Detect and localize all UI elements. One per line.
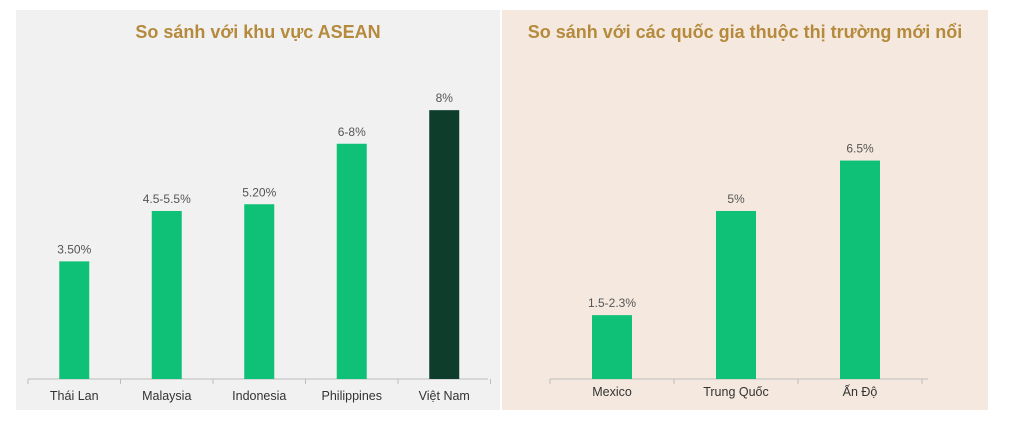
emerging-bar-trung-quoc bbox=[716, 210, 756, 379]
asean-data-label-indonesia: 5.20% bbox=[242, 185, 276, 199]
asean-bar-philippines bbox=[336, 143, 367, 379]
emerging-markets-comparison-panel: So sánh với các quốc gia thuộc thị trườn… bbox=[502, 10, 988, 410]
asean-comparison-panel: So sánh với khu vực ASEAN 3.50% Thái Lan 4… bbox=[16, 10, 500, 410]
asean-data-label-viet-nam: 8% bbox=[436, 91, 454, 105]
asean-x-tick-label-viet-nam: Việt Nam bbox=[419, 389, 470, 403]
emerging-x-tick-label-trung-quoc: Trung Quốc bbox=[703, 385, 769, 399]
asean-bar-malaysia bbox=[151, 210, 182, 379]
asean-x-tick-label-thai-lan: Thái Lan bbox=[50, 389, 99, 403]
asean-x-tick-label-indonesia: Indonesia bbox=[232, 389, 286, 403]
emerging-data-label-mexico: 1.5-2.3% bbox=[588, 296, 636, 310]
emerging-data-label-trung-quoc: 5% bbox=[727, 192, 745, 206]
asean-data-label-malaysia: 4.5-5.5% bbox=[143, 192, 191, 206]
emerging-bar-an-do bbox=[840, 160, 880, 379]
asean-data-label-philippines: 6-8% bbox=[338, 125, 366, 139]
asean-data-label-thai-lan: 3.50% bbox=[57, 242, 91, 256]
asean-chart-title: So sánh với khu vực ASEAN bbox=[135, 22, 381, 42]
emerging-markets-chart-title: So sánh với các quốc gia thuộc thị trườn… bbox=[527, 22, 963, 42]
asean-bar-indonesia bbox=[244, 204, 275, 379]
asean-x-tick-label-philippines: Philippines bbox=[322, 389, 382, 403]
asean-bar-viet-nam bbox=[429, 110, 460, 380]
asean-x-tick-label-malaysia: Malaysia bbox=[142, 389, 191, 403]
emerging-data-label-an-do: 6.5% bbox=[846, 142, 874, 156]
asean-bar-thai-lan bbox=[59, 261, 90, 379]
asean-bar-chart: 3.50% Thái Lan 4.5-5.5% Malaysia 5.20% Indone… bbox=[27, 91, 491, 403]
emerging-x-tick-label-mexico: Mexico bbox=[592, 385, 632, 399]
emerging-bar-mexico bbox=[592, 315, 632, 379]
emerging-markets-bar-chart: 1.5-2.3% Mexico 5% Trung Quốc 6.5% Ấn Độ bbox=[549, 142, 928, 399]
emerging-x-tick-label-an-do: Ấn Độ bbox=[843, 384, 878, 399]
